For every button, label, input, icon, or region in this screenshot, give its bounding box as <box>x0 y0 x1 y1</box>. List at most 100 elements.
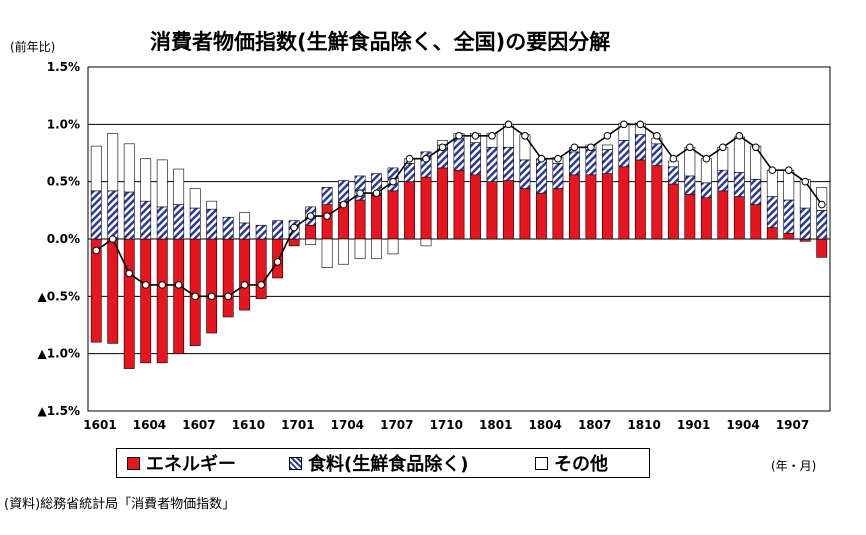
bar-energy <box>750 204 762 240</box>
bar-food <box>717 169 729 192</box>
bar-energy <box>700 197 712 240</box>
line-point <box>603 132 612 140</box>
bar-other <box>387 238 399 255</box>
bar-food <box>634 134 646 161</box>
x-tick-label: 1607 <box>182 418 215 432</box>
bar-other <box>156 159 168 208</box>
bar-energy <box>766 227 778 240</box>
bar-food <box>354 175 366 201</box>
y-tick-label: ▲1.5% <box>37 404 80 418</box>
line-point <box>174 281 183 289</box>
bar-other <box>354 238 366 259</box>
bar-other <box>107 133 119 192</box>
bar-food <box>206 208 218 240</box>
bar-food <box>420 151 432 178</box>
bar-other <box>684 146 696 177</box>
line-point <box>455 132 463 140</box>
bar-energy <box>667 183 679 240</box>
legend-swatch-food <box>289 456 302 470</box>
bar-food <box>536 159 547 194</box>
line-point <box>587 143 595 152</box>
legend-swatch-other <box>535 456 548 470</box>
bar-food <box>404 163 415 182</box>
bar-food <box>338 180 349 203</box>
bar-other <box>90 145 102 192</box>
line-point <box>323 212 331 220</box>
line-point <box>504 120 513 129</box>
line-point <box>438 143 447 152</box>
bar-energy <box>470 174 481 240</box>
total-line <box>92 120 826 301</box>
line-point <box>273 258 282 266</box>
bar-food <box>321 187 333 205</box>
bar-food <box>503 146 514 181</box>
bar-other <box>766 169 778 197</box>
chart-title: 消費者物価指数(生鮮食品除く、全国)の要因分解 <box>150 30 611 54</box>
bar-food <box>667 166 679 185</box>
bar-energy <box>569 174 580 240</box>
bar-energy <box>536 192 547 240</box>
bar-food <box>569 151 580 176</box>
bar-other <box>140 158 152 202</box>
bar-other <box>816 187 828 211</box>
source-note: (資料)総務省統計局「消費者物価指数」 <box>4 497 236 512</box>
bar-energy <box>717 190 729 240</box>
line-point <box>784 166 793 174</box>
bar-other <box>733 136 745 173</box>
line-point <box>801 177 810 186</box>
bar-energy <box>816 238 828 258</box>
x-tick-label: 1610 <box>232 418 265 432</box>
bar-food <box>239 222 251 240</box>
bar-energy <box>371 195 382 240</box>
line-point <box>356 189 364 197</box>
bar-food <box>222 216 234 240</box>
bar-energy <box>156 238 168 364</box>
bar-other <box>206 200 218 210</box>
line-point <box>554 154 562 163</box>
x-tick-label: 1601 <box>83 418 116 432</box>
legend-item-other: その他 <box>535 449 608 477</box>
bar-other <box>371 238 382 259</box>
line-point <box>752 143 760 152</box>
x-tick-label: 1701 <box>281 418 314 432</box>
y-tick-label: 1.5% <box>47 60 80 74</box>
bar-food <box>173 204 185 240</box>
bar-food <box>750 179 762 205</box>
bar-food <box>90 190 102 240</box>
bar-energy <box>189 238 201 346</box>
line-point <box>735 132 744 140</box>
bar-energy <box>239 238 251 311</box>
line-point <box>521 132 529 140</box>
x-tick-label: 1801 <box>479 418 512 432</box>
bar-energy <box>107 238 119 344</box>
bar-food <box>618 140 630 168</box>
bar-energy <box>552 188 564 240</box>
bar-energy <box>453 169 465 240</box>
bar-energy <box>288 238 300 247</box>
bar-energy <box>173 238 185 354</box>
line-point <box>389 177 397 186</box>
line-point <box>471 132 480 140</box>
bar-food <box>140 200 152 240</box>
bar-food <box>816 210 828 240</box>
bar-other <box>420 238 432 247</box>
x-tick-label: 1710 <box>430 418 463 432</box>
bar-food <box>552 163 564 189</box>
bar-food <box>189 207 201 240</box>
line-point <box>669 154 678 163</box>
line-point <box>125 269 134 278</box>
bar-other <box>189 188 201 209</box>
legend-label-food: 食料(生鮮食品除く) <box>308 454 469 475</box>
bar-other <box>321 238 333 268</box>
line-point <box>422 154 430 163</box>
bar-other <box>123 143 135 193</box>
line-point <box>191 292 199 301</box>
line-point <box>817 200 826 209</box>
x-tick-label: 1707 <box>380 418 413 432</box>
line-point <box>207 292 216 301</box>
bar-energy <box>321 204 333 240</box>
bar-energy <box>387 190 399 240</box>
line-point <box>224 292 232 301</box>
line-point <box>290 223 298 232</box>
bar-energy <box>585 174 597 240</box>
